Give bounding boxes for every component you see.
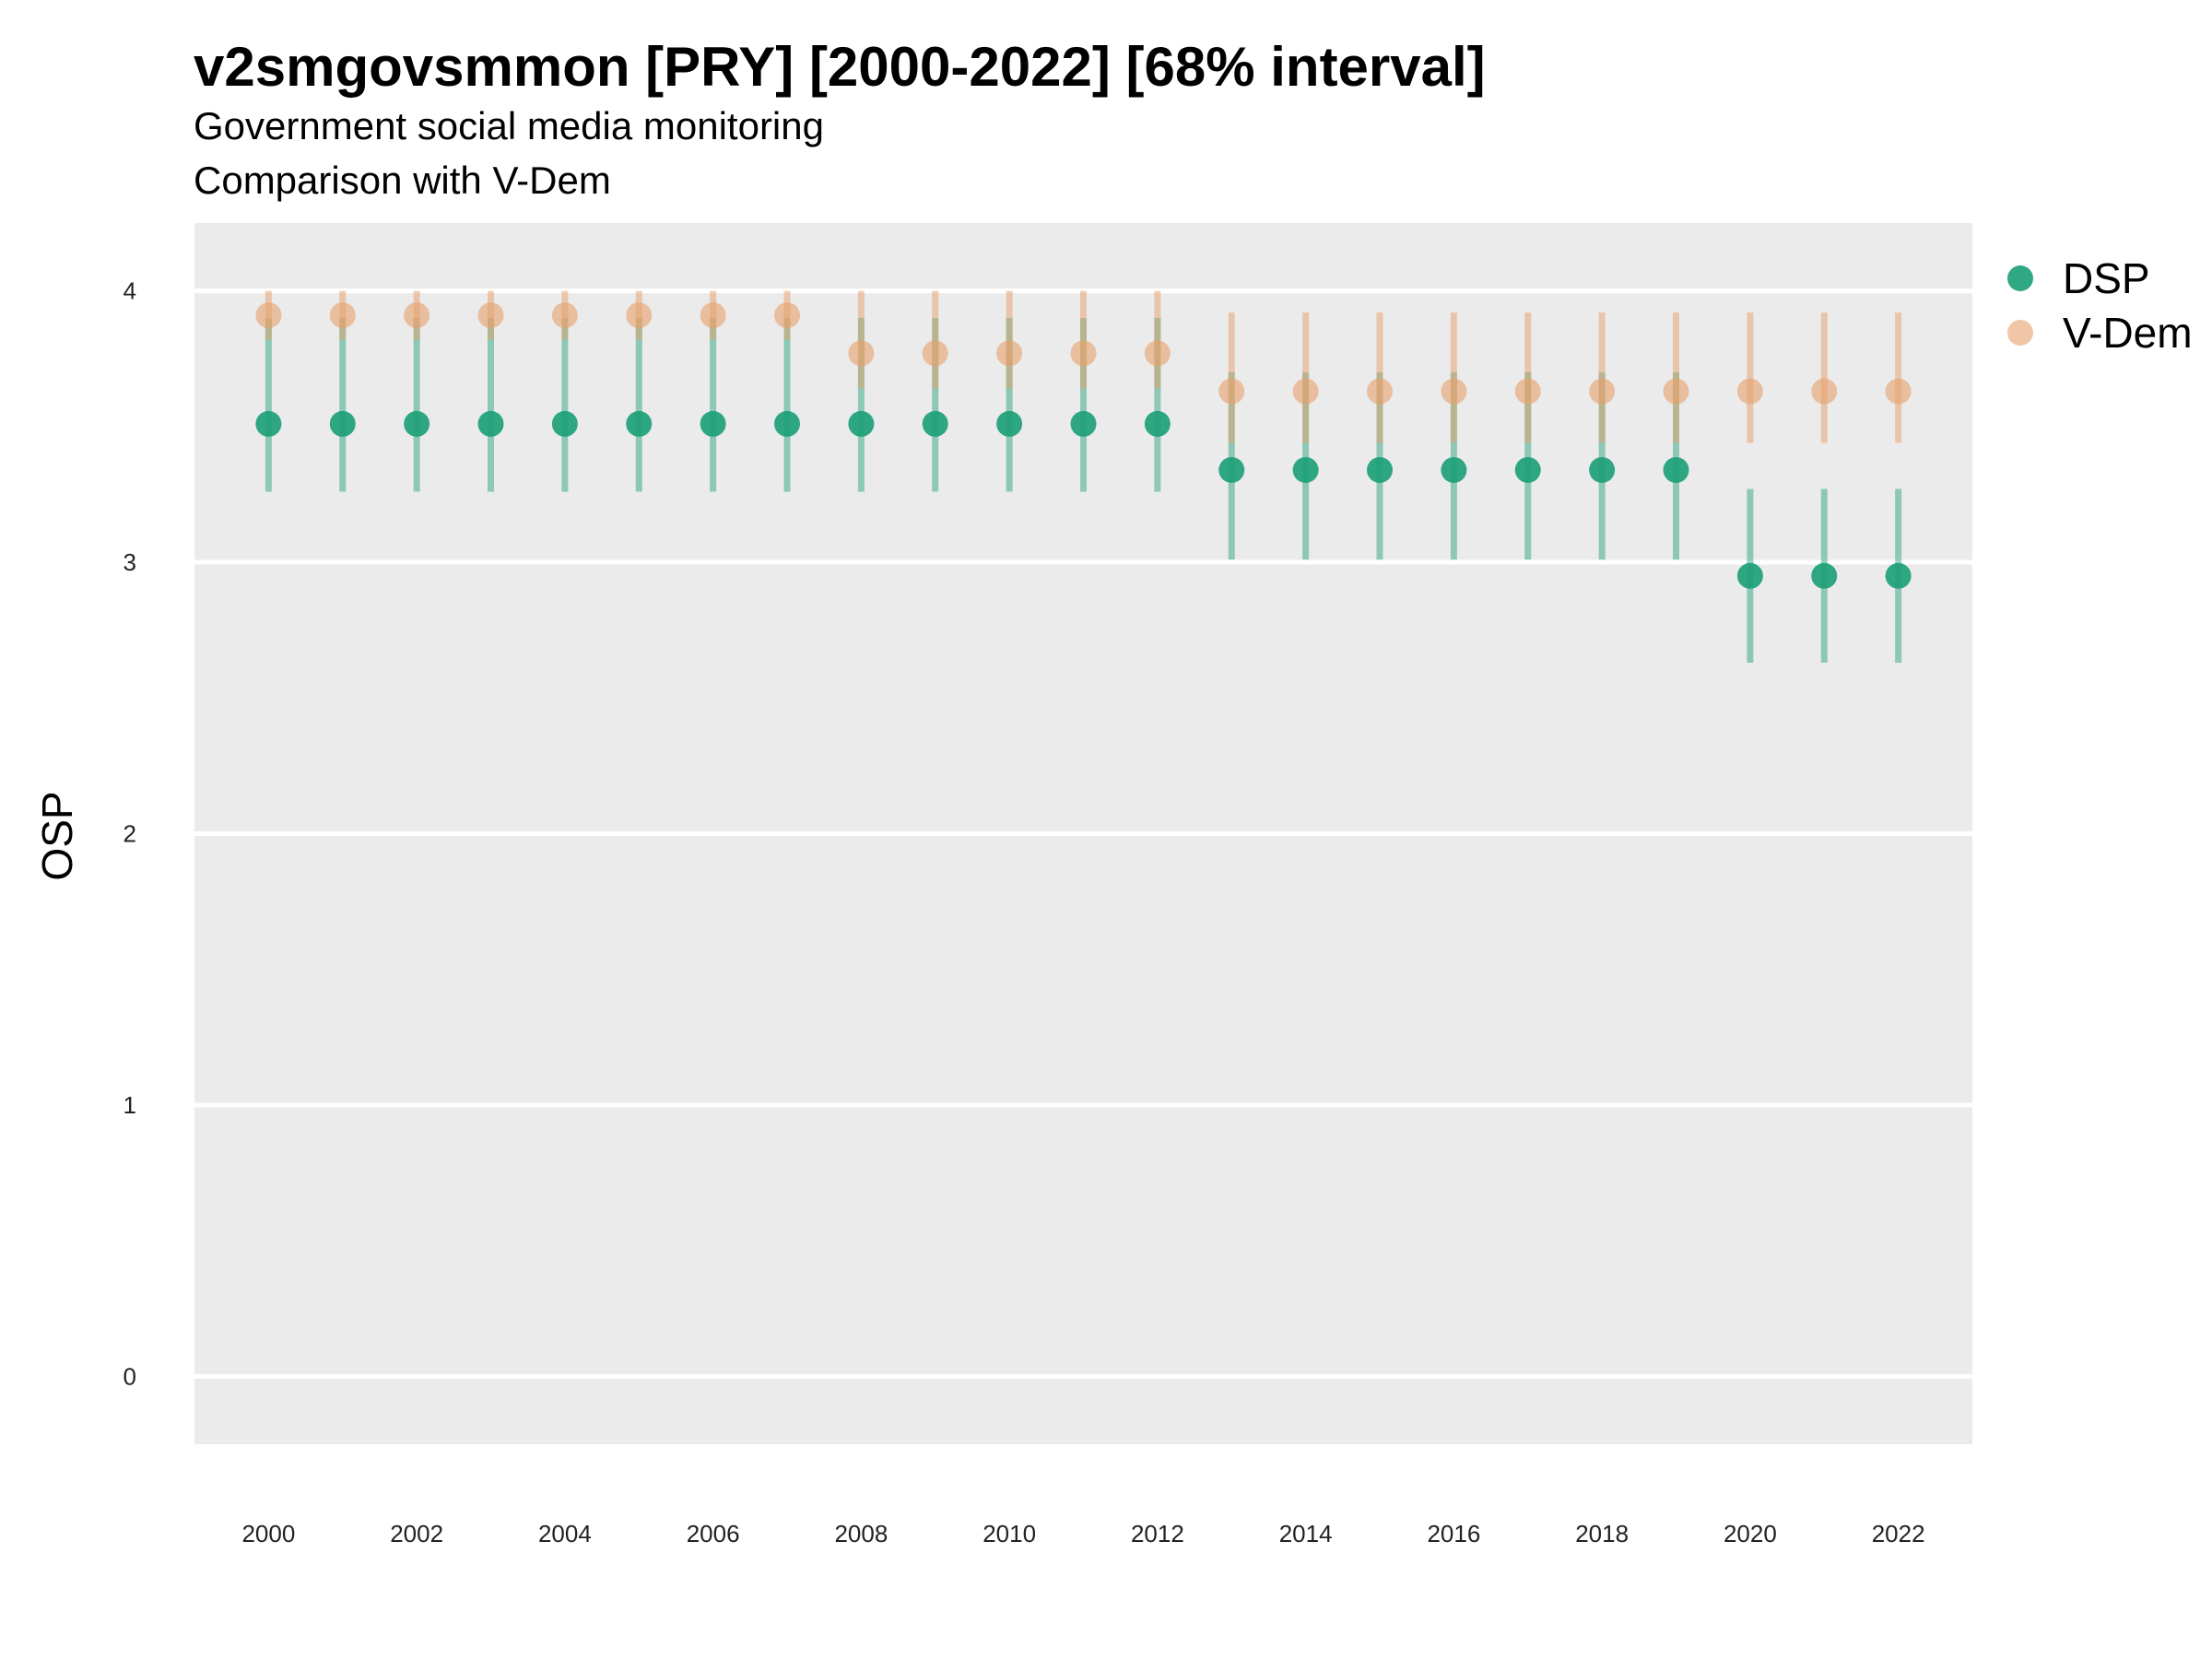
x-tick-label: 2004 bbox=[538, 1520, 592, 1547]
point-dsp bbox=[848, 410, 875, 437]
x-tick-label: 2012 bbox=[1131, 1520, 1184, 1547]
point-vdem bbox=[551, 302, 578, 329]
point-dsp bbox=[1144, 410, 1171, 437]
legend-key-vdem bbox=[2007, 320, 2033, 346]
point-dsp bbox=[1811, 562, 1838, 589]
point-vdem bbox=[1070, 340, 1097, 367]
point-vdem bbox=[996, 340, 1023, 367]
point-vdem bbox=[1811, 378, 1838, 405]
point-dsp bbox=[1663, 456, 1689, 483]
point-vdem bbox=[626, 302, 653, 329]
y-tick-label: 4 bbox=[124, 277, 136, 305]
point-dsp bbox=[774, 410, 800, 437]
point-vdem bbox=[1514, 378, 1541, 405]
point-vdem bbox=[404, 302, 430, 329]
point-dsp bbox=[1441, 456, 1467, 483]
point-dsp bbox=[1292, 456, 1319, 483]
point-dsp bbox=[329, 410, 356, 437]
point-vdem bbox=[1292, 378, 1319, 405]
point-dsp bbox=[996, 410, 1023, 437]
x-tick-labels: 2000 2002 2004 2006 2008 2010 2012 2014 2016 2018… bbox=[241, 1520, 1924, 1547]
point-vdem bbox=[1663, 378, 1689, 405]
point-vdem bbox=[329, 302, 356, 329]
point-vdem bbox=[922, 340, 948, 367]
legend-label-dsp: DSP bbox=[2063, 254, 2150, 302]
point-dsp bbox=[1070, 410, 1097, 437]
x-tick-label: 2006 bbox=[687, 1520, 740, 1547]
x-tick-label: 2014 bbox=[1279, 1520, 1333, 1547]
point-vdem bbox=[1441, 378, 1467, 405]
point-vdem bbox=[848, 340, 875, 367]
data-marks bbox=[255, 290, 1912, 663]
point-dsp bbox=[1514, 456, 1541, 483]
x-tick-label: 2020 bbox=[1724, 1520, 1777, 1547]
point-vdem bbox=[700, 302, 726, 329]
chart-subtitle-line-1: Government social media monitoring bbox=[194, 104, 824, 147]
point-vdem bbox=[477, 302, 504, 329]
point-dsp bbox=[1218, 456, 1245, 483]
y-tick-labels: 0 1 2 3 4 bbox=[124, 277, 136, 1391]
point-dsp bbox=[404, 410, 430, 437]
point-vdem bbox=[1589, 378, 1616, 405]
point-dsp bbox=[255, 410, 282, 437]
y-axis-label: OSP bbox=[33, 791, 81, 880]
y-tick-label: 1 bbox=[124, 1091, 136, 1119]
y-tick-label: 3 bbox=[124, 548, 136, 576]
x-tick-label: 2008 bbox=[834, 1520, 888, 1547]
y-tick-label: 0 bbox=[124, 1362, 136, 1390]
point-dsp bbox=[626, 410, 653, 437]
point-vdem bbox=[1367, 378, 1393, 405]
point-vdem bbox=[1144, 340, 1171, 367]
x-tick-label: 2018 bbox=[1575, 1520, 1629, 1547]
legend-key-dsp bbox=[2007, 265, 2033, 291]
chart-subtitle-line-2: Comparison with V-Dem bbox=[194, 159, 611, 202]
point-dsp bbox=[922, 410, 948, 437]
point-vdem bbox=[255, 302, 282, 329]
legend: DSP V-Dem bbox=[2007, 254, 2193, 357]
point-dsp bbox=[551, 410, 578, 437]
x-tick-label: 2002 bbox=[390, 1520, 443, 1547]
point-vdem bbox=[774, 302, 800, 329]
point-dsp bbox=[1589, 456, 1616, 483]
points-vdem bbox=[255, 302, 1912, 405]
point-vdem bbox=[1218, 378, 1245, 405]
x-tick-label: 2016 bbox=[1427, 1520, 1480, 1547]
legend-label-vdem: V-Dem bbox=[2063, 309, 2193, 357]
chart-title: v2smgovsmmon [PRY] [2000-2022] [68% inte… bbox=[194, 36, 1486, 98]
point-dsp bbox=[1367, 456, 1393, 483]
y-tick-label: 2 bbox=[124, 820, 136, 848]
point-vdem bbox=[1885, 378, 1912, 405]
point-dsp bbox=[1736, 562, 1763, 589]
x-tick-label: 2010 bbox=[982, 1520, 1036, 1547]
point-vdem bbox=[1736, 378, 1763, 405]
x-tick-label: 2022 bbox=[1872, 1520, 1925, 1547]
series-vdem bbox=[265, 290, 1902, 443]
point-dsp bbox=[700, 410, 726, 437]
x-tick-label: 2000 bbox=[241, 1520, 295, 1547]
points-dsp bbox=[255, 410, 1912, 589]
point-dsp bbox=[1885, 562, 1912, 589]
point-dsp bbox=[477, 410, 504, 437]
